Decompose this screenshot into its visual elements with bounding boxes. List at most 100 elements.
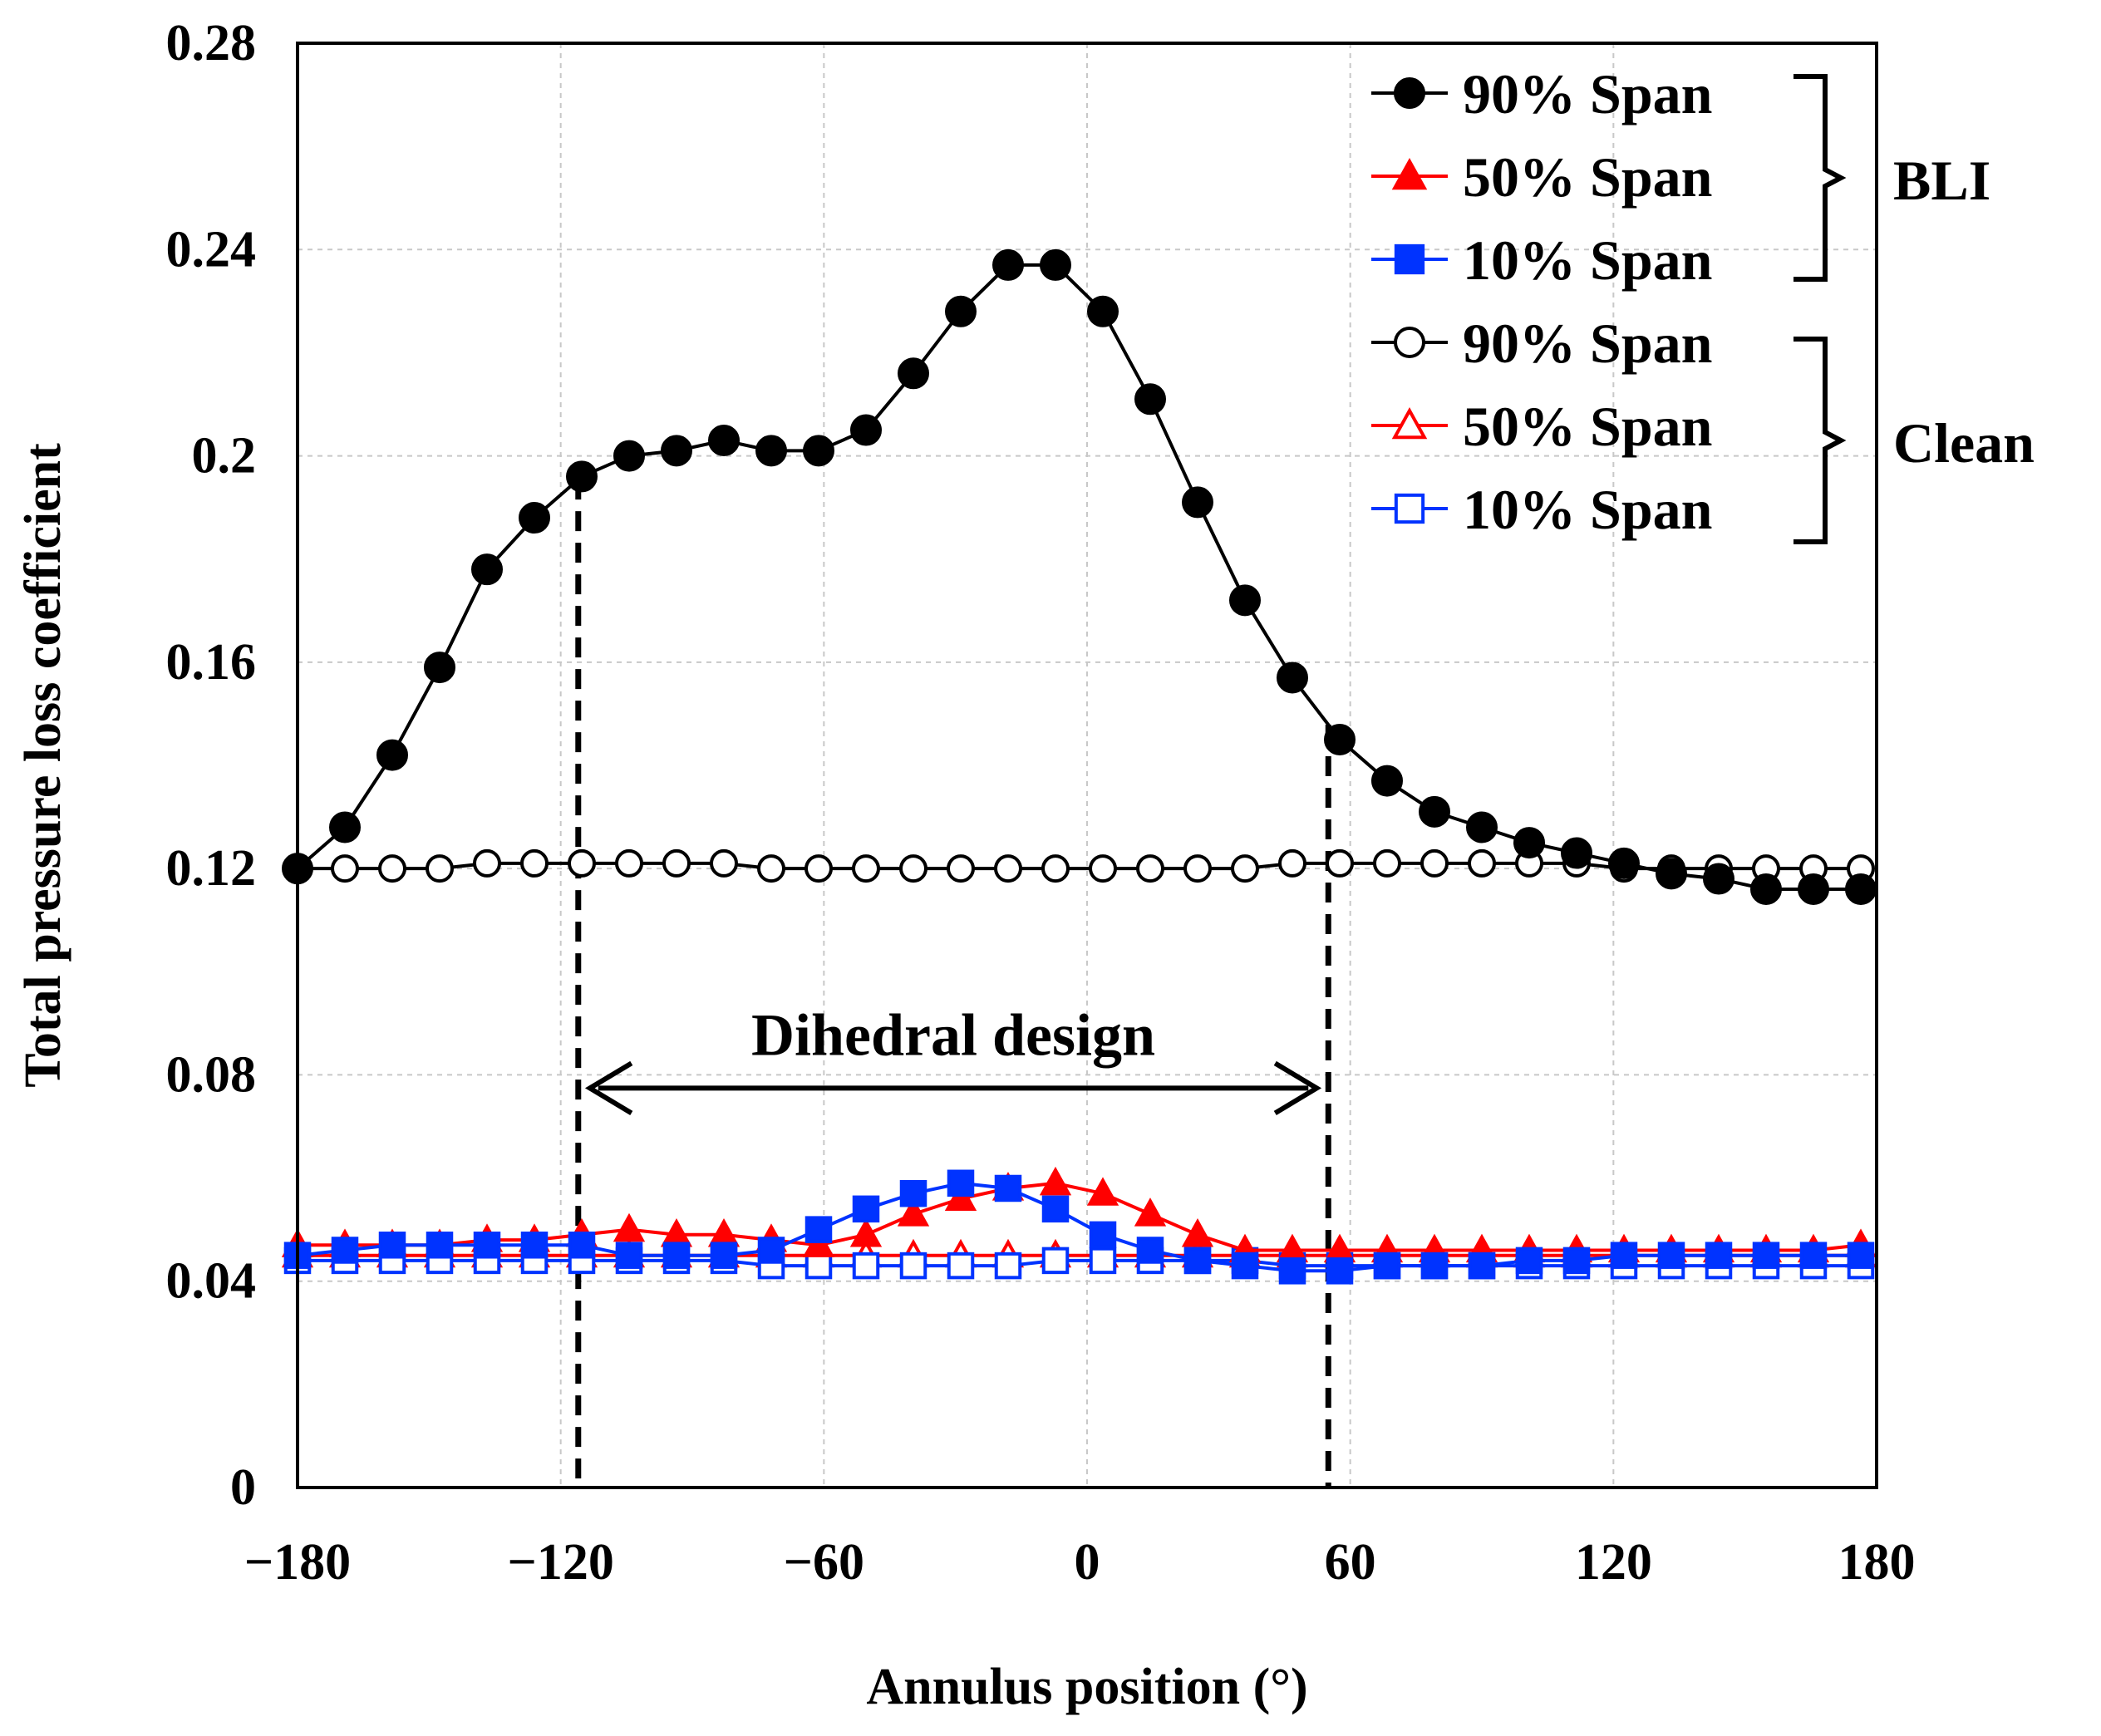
data-point (520, 848, 549, 878)
data-point (1845, 873, 1877, 905)
data-point (1657, 1242, 1685, 1269)
data-point (1136, 854, 1164, 883)
annotation-layer: Dihedral design (575, 479, 1331, 1488)
data-point (1134, 383, 1166, 416)
data-point (1040, 248, 1071, 281)
data-point (852, 1195, 880, 1223)
data-point (1087, 295, 1119, 327)
series-line (298, 861, 1861, 871)
data-point (1041, 1195, 1070, 1223)
data-point (1752, 1242, 1780, 1269)
data-point (1561, 837, 1592, 869)
dihedral-arrow-left-head (584, 1060, 633, 1116)
x-tick-label: −180 (244, 1534, 351, 1591)
series-line (298, 1181, 1862, 1252)
data-point (1231, 1252, 1259, 1280)
data-point (994, 1174, 1022, 1202)
data-point (1562, 1247, 1591, 1275)
data-point (850, 414, 882, 446)
data-point (1420, 1252, 1449, 1280)
data-point (755, 435, 787, 467)
data-point (1183, 1247, 1212, 1275)
data-point (1183, 854, 1212, 883)
data-point (804, 1252, 833, 1280)
data-point (1703, 863, 1734, 895)
data-point (1231, 854, 1259, 883)
legend-brace-clean (1793, 337, 1847, 544)
data-point (1278, 848, 1306, 878)
y-axis-title: Total pressure loss coefficient (15, 443, 71, 1088)
legend-brace-bli (1793, 74, 1847, 282)
data-point (1847, 1242, 1875, 1269)
data-point (804, 1216, 833, 1243)
data-point (1086, 1177, 1119, 1206)
data-point (947, 854, 975, 883)
data-point (661, 435, 692, 467)
data-point (568, 848, 596, 878)
legend-marker (1394, 327, 1425, 358)
data-point (426, 854, 454, 883)
data-point (1134, 1197, 1167, 1227)
data-point (1041, 1247, 1070, 1275)
data-point (852, 1252, 880, 1280)
tick-layer: 0 0.04 0.08 0.12 0.16 0.2 0.24 0.28 −180 −120 −60 0… (166, 15, 1916, 1591)
plot-frame (296, 42, 1878, 1489)
data-point (1229, 584, 1261, 617)
y-tick-label: 0.08 (166, 1046, 257, 1103)
data-point (804, 854, 833, 883)
data-point (662, 848, 691, 878)
legend-marker (1391, 407, 1428, 440)
data-point (566, 460, 598, 493)
x-tick-label: 120 (1575, 1534, 1652, 1591)
data-point (849, 1217, 883, 1247)
legend-label: 10% Span (1463, 478, 1712, 541)
data-point (615, 848, 643, 878)
data-point (613, 1212, 646, 1242)
data-point (519, 502, 550, 534)
y-tick-label: 0.16 (166, 634, 257, 691)
data-point (1515, 1247, 1543, 1275)
data-point (1373, 1252, 1401, 1280)
data-point (1136, 1237, 1164, 1264)
data-point (1278, 1257, 1306, 1285)
data-point (378, 854, 406, 883)
data-point (898, 357, 929, 390)
data-point (1326, 1257, 1354, 1285)
data-point (1373, 848, 1401, 878)
data-point (662, 1242, 691, 1269)
data-point (710, 848, 738, 878)
y-tick-label: 0 (230, 1459, 256, 1516)
series-layer (281, 248, 1877, 1285)
data-point (471, 553, 503, 586)
dihedral-arrow-right-head (1273, 1060, 1322, 1116)
data-point (613, 440, 645, 472)
legend-marker (1394, 243, 1425, 275)
data-point (899, 854, 927, 883)
data-point (329, 811, 361, 843)
legend-marker (1394, 493, 1425, 524)
data-point (1371, 765, 1403, 797)
legend-group-bli: BLI (1893, 149, 1990, 212)
y-tick-label: 0.12 (166, 840, 257, 897)
y-tick-label: 0.2 (192, 428, 257, 484)
legend-marker (1394, 77, 1425, 109)
legend-group-clean: Clean (1893, 411, 2035, 475)
data-point (802, 1228, 835, 1257)
series-line (296, 263, 1861, 891)
data-point (757, 854, 785, 883)
legend-label: 50% Span (1463, 395, 1712, 458)
data-point (1513, 827, 1545, 859)
legend: 90% Span 50% Span 10% Span 90% Span 50% Span… (1371, 62, 2035, 544)
data-point (615, 1242, 643, 1269)
data-point (1466, 811, 1498, 843)
x-tick-label: −120 (507, 1534, 613, 1591)
data-point (1419, 795, 1450, 828)
data-point (1420, 848, 1449, 878)
data-point (899, 1179, 927, 1207)
data-point (708, 424, 740, 456)
data-point (473, 848, 501, 878)
data-point (376, 739, 408, 771)
legend-label: 90% Span (1463, 312, 1712, 375)
data-point (947, 1169, 975, 1197)
